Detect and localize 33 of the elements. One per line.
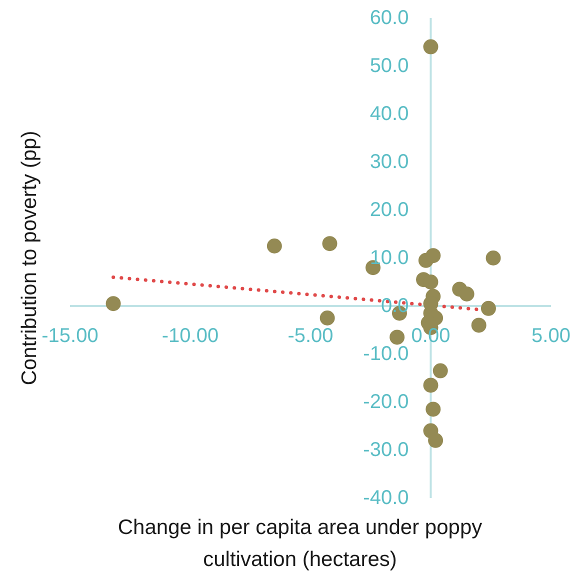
point [390, 330, 405, 345]
point [486, 250, 501, 266]
point [428, 432, 444, 448]
point [423, 39, 438, 54]
y-axis-title: Contribution to poverty (pp) [18, 130, 41, 386]
y-tick-label: 10.0 [370, 247, 409, 269]
y-tick-label: 20.0 [370, 199, 409, 221]
y-tick-label: -10.0 [363, 343, 409, 365]
point [480, 300, 496, 316]
point [432, 363, 448, 378]
point [423, 274, 438, 290]
point [471, 318, 486, 333]
x-tick-label: -5.00 [288, 325, 334, 347]
x-tick-label: 0.00 [411, 325, 450, 347]
y-tick-label: -30.0 [363, 439, 409, 461]
y-tick-label: 50.0 [370, 55, 409, 77]
point [459, 286, 474, 302]
y-tick-label: 30.0 [370, 151, 409, 173]
point [426, 248, 441, 264]
y-tick-label: 40.0 [370, 103, 409, 125]
y-tick-label: 60.0 [370, 7, 409, 29]
x-tick-label: -10.00 [162, 325, 219, 347]
point [322, 236, 338, 252]
point [423, 378, 438, 393]
x-tick-label: 5.00 [532, 325, 570, 347]
point [106, 296, 121, 312]
point [426, 402, 441, 417]
point [266, 238, 282, 254]
x-tick-label: -15.00 [42, 325, 98, 347]
y-tick-label: -20.0 [363, 391, 409, 413]
point [320, 310, 335, 326]
y-tick-label: -40.0 [363, 487, 409, 509]
x-axis-title: Change in per capita area under poppy cultivation (hectares) [116, 515, 484, 573]
